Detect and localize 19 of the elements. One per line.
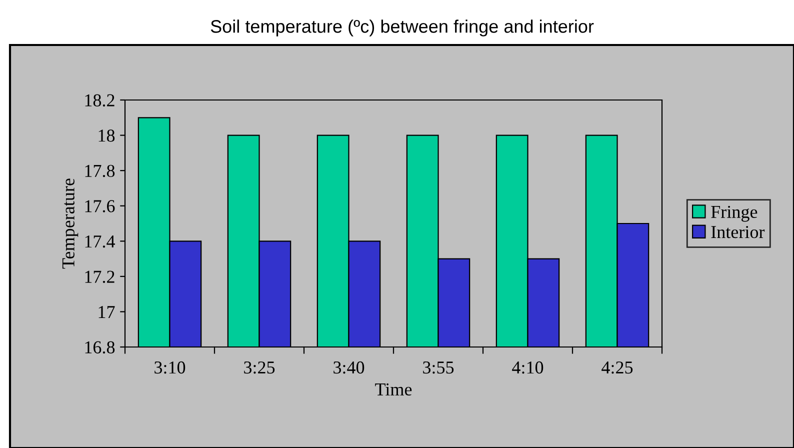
y-tick-label: 17 xyxy=(98,306,115,318)
chart-title: Soil temperature (ºc) between fringe and interior xyxy=(210,20,594,36)
x-tick-label: 4:10 xyxy=(512,361,544,374)
y-tick-label: 17.6 xyxy=(85,200,115,212)
x-tick-label: 4:25 xyxy=(602,361,633,374)
y-tick-label: 18 xyxy=(98,130,115,142)
y-tick-label: 17.8 xyxy=(85,164,115,178)
legend-label: Fringe xyxy=(711,206,758,222)
x-tick-label: 3:55 xyxy=(423,361,454,374)
x-tick-label: 3:10 xyxy=(154,361,186,374)
y-axis-title: Temperature xyxy=(62,178,78,269)
y-tick-label: 18.2 xyxy=(85,94,114,107)
y-tick-label: 16.8 xyxy=(85,341,115,354)
legend-label: Interior xyxy=(711,226,765,238)
x-tick-label: 3:40 xyxy=(334,361,364,374)
y-tick-label: 17.4 xyxy=(85,235,115,248)
x-axis-title: Time xyxy=(375,383,412,396)
y-tick-label: 17.2 xyxy=(85,270,114,283)
x-tick-label: 3:25 xyxy=(244,361,275,374)
